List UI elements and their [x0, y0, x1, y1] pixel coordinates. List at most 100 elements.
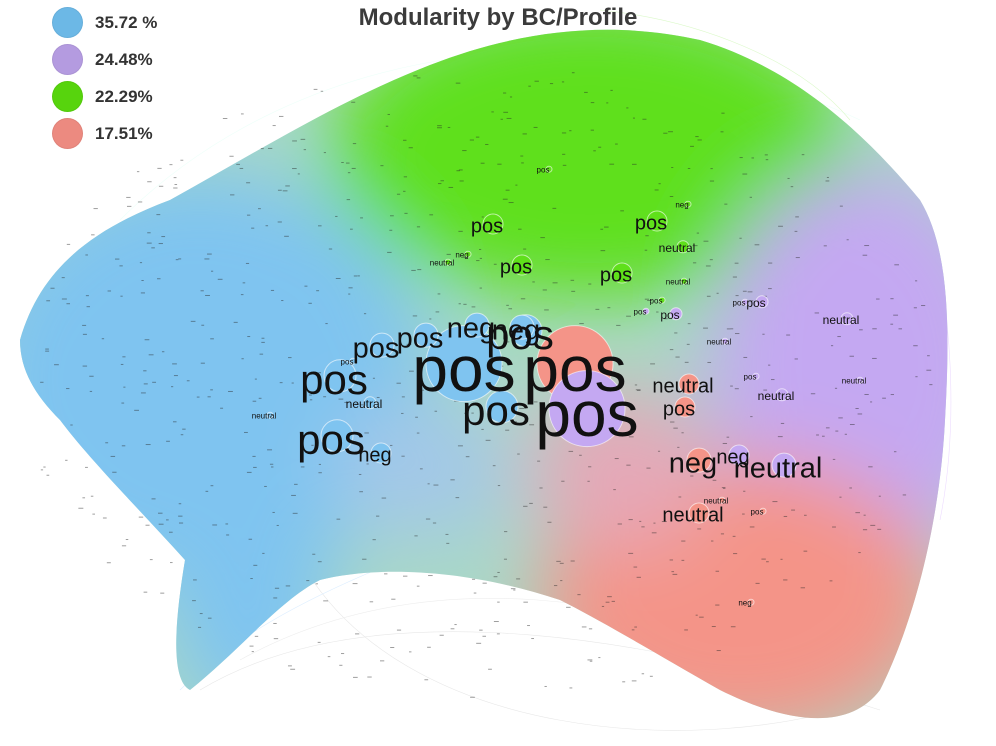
minor-node — [158, 185, 164, 187]
minor-node — [697, 139, 702, 141]
node-label: pos — [297, 416, 365, 463]
minor-node — [560, 580, 563, 582]
minor-node — [93, 208, 98, 210]
minor-node — [783, 579, 788, 581]
minor-node — [415, 416, 418, 418]
minor-node — [502, 92, 507, 94]
node-circle — [464, 250, 472, 258]
minor-node — [40, 469, 44, 471]
minor-node — [309, 399, 313, 401]
chart-title: Modularity by BC/Profile — [358, 4, 638, 31]
minor-node — [588, 466, 592, 468]
minor-node — [556, 560, 561, 562]
minor-node — [628, 436, 634, 438]
minor-node — [210, 338, 214, 340]
minor-node — [121, 402, 125, 404]
minor-node — [794, 358, 798, 360]
node-circle — [444, 258, 452, 266]
node-circle — [425, 325, 503, 403]
minor-node — [351, 101, 356, 103]
minor-node — [437, 293, 441, 295]
minor-node — [699, 616, 704, 618]
minor-node — [120, 363, 124, 365]
minor-node — [872, 357, 877, 359]
minor-node — [380, 660, 385, 662]
minor-node — [121, 445, 126, 447]
minor-node — [801, 154, 805, 156]
node-circle — [688, 502, 710, 524]
minor-node — [308, 394, 312, 396]
minor-node — [262, 552, 265, 554]
node-label: neg — [716, 447, 749, 469]
minor-node — [429, 318, 432, 320]
minor-node — [435, 311, 440, 313]
minor-node — [726, 436, 730, 438]
node-label: neg — [455, 251, 468, 260]
minor-node — [156, 214, 161, 216]
minor-node — [780, 422, 785, 424]
node-label: pos — [537, 166, 550, 175]
minor-node — [272, 125, 276, 127]
minor-node — [669, 349, 674, 351]
minor-node — [497, 163, 502, 165]
minor-node — [172, 421, 177, 423]
minor-node — [166, 519, 169, 521]
node-label: pos — [341, 358, 354, 367]
minor-node — [607, 307, 611, 309]
minor-node — [138, 516, 144, 518]
node-label: neutral — [252, 412, 277, 421]
minor-node — [747, 291, 753, 293]
minor-node — [810, 393, 816, 395]
minor-node — [92, 513, 95, 515]
minor-node — [404, 212, 408, 214]
minor-node — [261, 341, 265, 343]
minor-node — [506, 117, 512, 119]
minor-node — [313, 88, 318, 90]
minor-node — [403, 190, 406, 192]
minor-node — [89, 375, 94, 377]
minor-node — [89, 390, 93, 392]
minor-node — [204, 258, 210, 260]
minor-node — [362, 558, 367, 560]
minor-node — [186, 380, 190, 382]
minor-node — [732, 535, 736, 537]
minor-node — [244, 431, 248, 433]
minor-node — [505, 429, 510, 431]
minor-node — [644, 298, 650, 300]
minor-node — [454, 624, 457, 626]
minor-node — [787, 177, 790, 179]
minor-node — [390, 647, 395, 649]
legend-swatch-red — [52, 118, 83, 149]
minor-node — [751, 157, 754, 159]
minor-node — [862, 529, 868, 531]
minor-node — [158, 523, 164, 525]
minor-node — [175, 259, 179, 261]
minor-node — [427, 483, 430, 485]
minor-node — [898, 328, 903, 330]
minor-node — [348, 287, 353, 289]
minor-node — [279, 382, 283, 384]
minor-node — [570, 560, 575, 562]
node-label: pos — [462, 387, 530, 434]
minor-node — [893, 314, 899, 316]
minor-node — [650, 363, 656, 365]
minor-node — [242, 282, 246, 284]
minor-node — [40, 381, 44, 383]
minor-node — [409, 651, 412, 653]
minor-node — [105, 442, 109, 444]
minor-node — [173, 187, 178, 189]
minor-node — [795, 257, 800, 259]
node-circle — [684, 200, 692, 208]
minor-node — [622, 681, 626, 683]
minor-node — [140, 392, 146, 394]
minor-node — [794, 230, 798, 232]
minor-node — [391, 598, 396, 600]
minor-node — [240, 294, 244, 296]
minor-node — [503, 111, 509, 113]
minor-node — [739, 157, 743, 159]
minor-node — [702, 384, 708, 386]
minor-node — [359, 404, 364, 406]
minor-node — [284, 235, 289, 237]
minor-node — [598, 657, 601, 659]
minor-node — [588, 283, 592, 285]
